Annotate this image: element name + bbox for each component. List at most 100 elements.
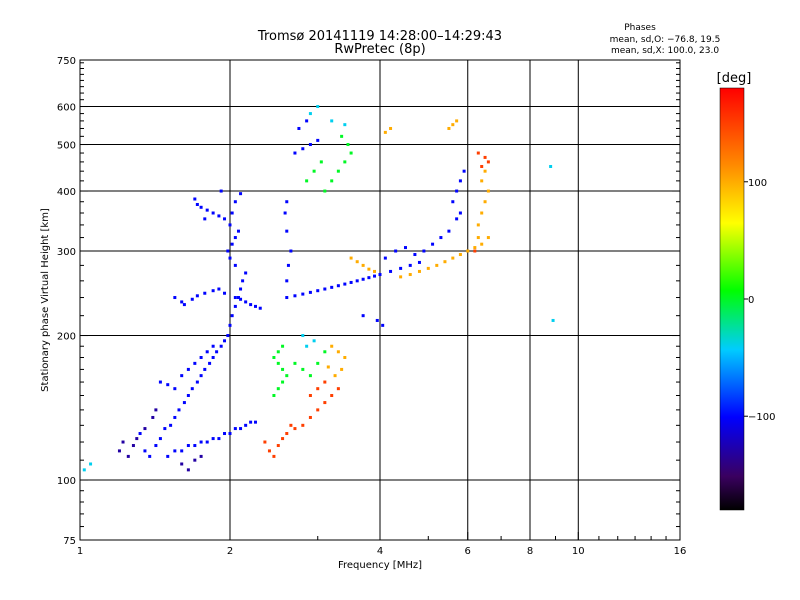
y-tick-label: 500 [57,141,76,152]
data-point [203,291,207,295]
data-point [480,211,484,215]
data-point [431,242,435,246]
data-point [336,284,340,288]
data-point [151,415,155,419]
data-point [330,285,334,289]
data-point [330,119,334,123]
data-point [276,361,280,365]
colorbar-tick-label: 0 [748,295,754,306]
data-point [217,437,221,441]
data-point [312,339,316,343]
data-point [169,423,173,427]
data-point [166,383,170,387]
y-tick-label: 600 [57,103,76,114]
data-point [281,380,285,384]
data-point [154,444,158,448]
data-point [330,179,334,183]
data-point [373,274,377,278]
data-point [447,126,451,130]
data-point [182,303,186,307]
x-tick-label: 8 [527,546,533,557]
x-axis-ticks: 1 2 4 6 8 10 16 [77,532,686,557]
data-point [148,454,152,458]
data-point [223,291,227,295]
data-point [263,440,267,444]
data-point [276,387,280,391]
data-point [223,217,227,221]
data-point [199,454,203,458]
data-point [239,427,243,431]
data-point [193,361,197,365]
data-point [451,200,455,204]
data-point [455,189,459,193]
data-point [308,415,312,419]
data-point [211,437,215,441]
colorbar-label: [deg] [717,71,752,86]
data-point [443,260,447,264]
data-point [180,374,184,378]
data-point [82,468,86,472]
data-point [239,297,243,301]
data-point [190,387,194,391]
data-point [486,160,490,164]
data-point [233,304,237,308]
data-point [126,454,130,458]
data-point [340,367,344,371]
chart-title: Tromsø 20141119 14:28:00–14:29:43 [257,29,502,44]
data-point [316,138,320,142]
data-point [195,202,199,206]
data-point [413,253,417,257]
data-point [195,380,199,384]
x-tick-label: 6 [465,546,471,557]
grid-lines [80,60,680,540]
data-point [211,344,215,348]
data-point [223,432,227,436]
data-point [447,229,451,233]
data-point [219,189,223,193]
data-point [323,401,327,405]
data-point [285,229,289,233]
data-point [267,449,271,453]
data-point [186,394,190,398]
data-point [186,468,190,472]
data-point [323,287,327,291]
data-point [439,236,443,240]
data-point [455,217,459,221]
data-point [193,197,197,201]
data-point [308,143,312,147]
data-point [217,287,221,291]
data-point [389,269,393,273]
data-point [316,387,320,391]
data-point [180,449,184,453]
data-point [476,236,480,240]
data-point [285,432,289,436]
data-point [426,266,430,270]
data-point [367,267,371,271]
data-point [219,344,223,348]
data-point [346,143,350,147]
y-tick-label: 75 [63,536,76,547]
data-point [199,374,203,378]
data-point [389,126,393,130]
data-point [451,123,455,127]
colorbar-tick-label: 100 [748,178,767,189]
data-point [399,275,403,279]
data-point [305,179,309,183]
data-point [308,374,312,378]
data-point [355,279,359,283]
data-point [199,440,203,444]
x-tick-label: 4 [377,546,383,557]
data-point [285,374,289,378]
data-point [173,296,177,300]
data-point [458,253,462,257]
data-point [375,318,379,322]
data-point [408,263,412,267]
data-point [476,151,480,155]
data-point [473,246,477,250]
data-point [349,151,353,155]
data-point [473,249,477,253]
data-point [349,280,353,284]
data-point [186,444,190,448]
data-point [486,189,490,193]
data-point [211,211,215,215]
